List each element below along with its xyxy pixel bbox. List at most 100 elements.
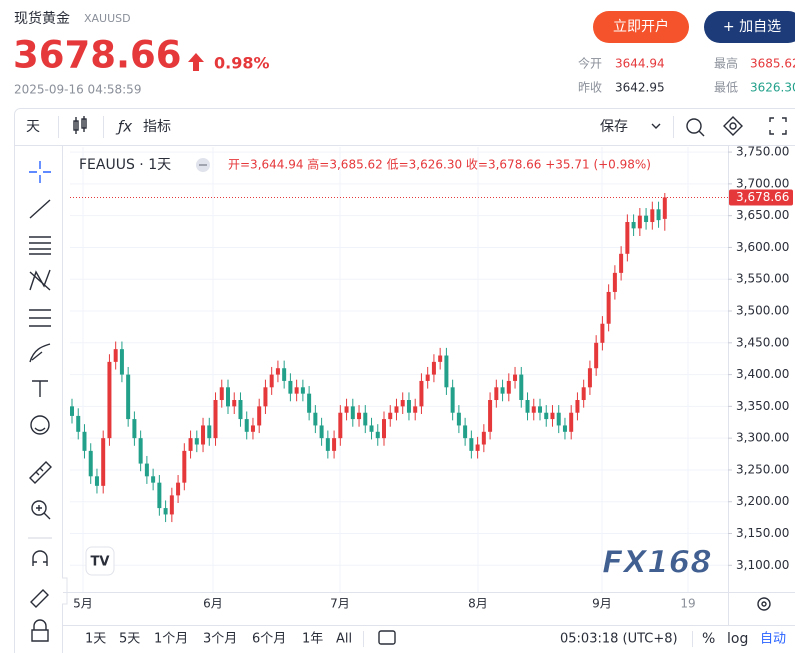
y-tick-label: 3,300.00	[736, 431, 789, 445]
stat-label: 昨收	[578, 81, 602, 95]
candle-body	[169, 495, 174, 515]
candle-body	[513, 374, 518, 381]
symbol: XAUUSD	[84, 12, 131, 25]
candle-body	[631, 222, 636, 229]
fullscreen-icon[interactable]	[769, 117, 787, 135]
range-button[interactable]: 1个月	[154, 632, 188, 647]
candle-body	[144, 463, 149, 477]
brush-tool[interactable]	[29, 343, 51, 363]
candle-body	[488, 400, 493, 432]
candle-body	[176, 482, 181, 496]
range-button[interactable]: 3个月	[203, 632, 237, 647]
candle-body	[132, 419, 137, 439]
ruler-tool[interactable]	[29, 461, 52, 484]
chevron[interactable]	[651, 123, 661, 129]
last-price-tag	[729, 189, 793, 206]
crosshair-tool[interactable]	[29, 161, 51, 183]
stat-value: 3626.30	[750, 81, 795, 95]
candle-body	[369, 425, 374, 432]
range-button[interactable]: 6个月	[252, 632, 286, 647]
candle-body	[581, 387, 586, 401]
calendar-icon[interactable]	[378, 630, 396, 645]
candle-body	[612, 272, 617, 292]
candle-body	[82, 431, 87, 451]
candle-body	[538, 406, 542, 413]
emoji-tool[interactable]	[30, 415, 50, 435]
candle-body	[319, 425, 324, 439]
range-button[interactable]: All	[336, 632, 352, 647]
candle-body	[119, 349, 124, 375]
zoom-tool[interactable]	[31, 500, 47, 516]
open-account-label[interactable]: 立即开户	[613, 18, 669, 35]
percent-toggle[interactable]: %	[702, 631, 715, 647]
y-tick-label: 3,350.00	[736, 399, 789, 413]
candle-body	[226, 387, 230, 407]
candle-body	[101, 438, 106, 486]
candle-body	[463, 425, 468, 439]
candle-body	[282, 368, 287, 381]
candle-icon[interactable]	[73, 116, 87, 134]
auto-toggle[interactable]: 自动	[760, 632, 786, 647]
candle-body	[600, 323, 605, 343]
candle-body	[76, 415, 81, 432]
candle-body	[394, 406, 399, 413]
candle-body	[406, 400, 411, 413]
candle-body	[357, 412, 362, 420]
open-account-button[interactable]	[593, 11, 689, 43]
magnet-tool[interactable]	[32, 550, 48, 566]
candle-body	[531, 406, 536, 413]
candle-body	[382, 419, 386, 439]
candle-body	[450, 387, 455, 413]
candle-body	[188, 438, 193, 451]
text-tool[interactable]	[32, 380, 48, 397]
projection-tool[interactable]	[29, 309, 51, 327]
range-button[interactable]: 5天	[119, 632, 140, 647]
candle-body	[157, 482, 162, 509]
candle-body	[213, 400, 218, 439]
interval[interactable]: 天	[26, 119, 40, 135]
indicators[interactable]: 指标	[143, 119, 171, 135]
axis-settings[interactable]	[757, 597, 771, 611]
zoom-plus	[36, 505, 51, 520]
ranges: 1天 5天 1个月 3个月 6个月 1年 All	[85, 632, 352, 647]
log-toggle[interactable]: log	[727, 631, 748, 647]
candle-body	[163, 508, 168, 515]
candle-body	[263, 387, 268, 407]
candle-body	[238, 400, 243, 420]
collapse-tab[interactable]	[62, 577, 68, 605]
fx-icon[interactable]: ƒx	[115, 118, 132, 136]
pen-lock-tool[interactable]	[30, 589, 49, 608]
watchlist-label[interactable]: + 加自选	[723, 19, 781, 35]
line-tool[interactable]	[29, 199, 51, 219]
save[interactable]: 保存	[600, 119, 628, 135]
candle-body	[138, 438, 143, 464]
tv-logo-mark: TV	[91, 555, 110, 570]
candle-body	[619, 253, 624, 273]
title: 现货黄金	[14, 10, 70, 27]
range-button[interactable]: 1年	[302, 632, 323, 647]
range-button[interactable]: 1天	[85, 632, 106, 647]
x-tick-label: 6月	[203, 597, 223, 611]
x-tick-label: 8月	[468, 597, 488, 611]
alert-icon[interactable]	[686, 118, 705, 137]
symbol-label: FEAUUS · 1天	[79, 157, 171, 173]
candle-body	[244, 419, 249, 432]
candle-body	[294, 387, 299, 394]
candle-body	[344, 406, 349, 413]
watchlist-button[interactable]	[704, 11, 795, 43]
time: 05:03:18 (UTC+8)	[560, 632, 678, 647]
x-tick-label: 7月	[330, 597, 350, 611]
candle-body	[400, 400, 405, 407]
candle-body	[525, 400, 530, 413]
pattern-tool[interactable]	[29, 269, 51, 291]
candle-body	[363, 412, 368, 426]
y-tick-label: 3,100.00	[736, 558, 789, 572]
candle-body	[481, 431, 486, 445]
candle-body	[313, 412, 318, 426]
axis-settings-dot	[761, 601, 767, 607]
lock-tool[interactable]	[31, 619, 49, 642]
candle-body	[250, 425, 255, 432]
fib-tool[interactable]	[29, 236, 51, 255]
y-tick-label: 3,650.00	[736, 208, 789, 222]
settings-icon[interactable]	[723, 116, 743, 136]
